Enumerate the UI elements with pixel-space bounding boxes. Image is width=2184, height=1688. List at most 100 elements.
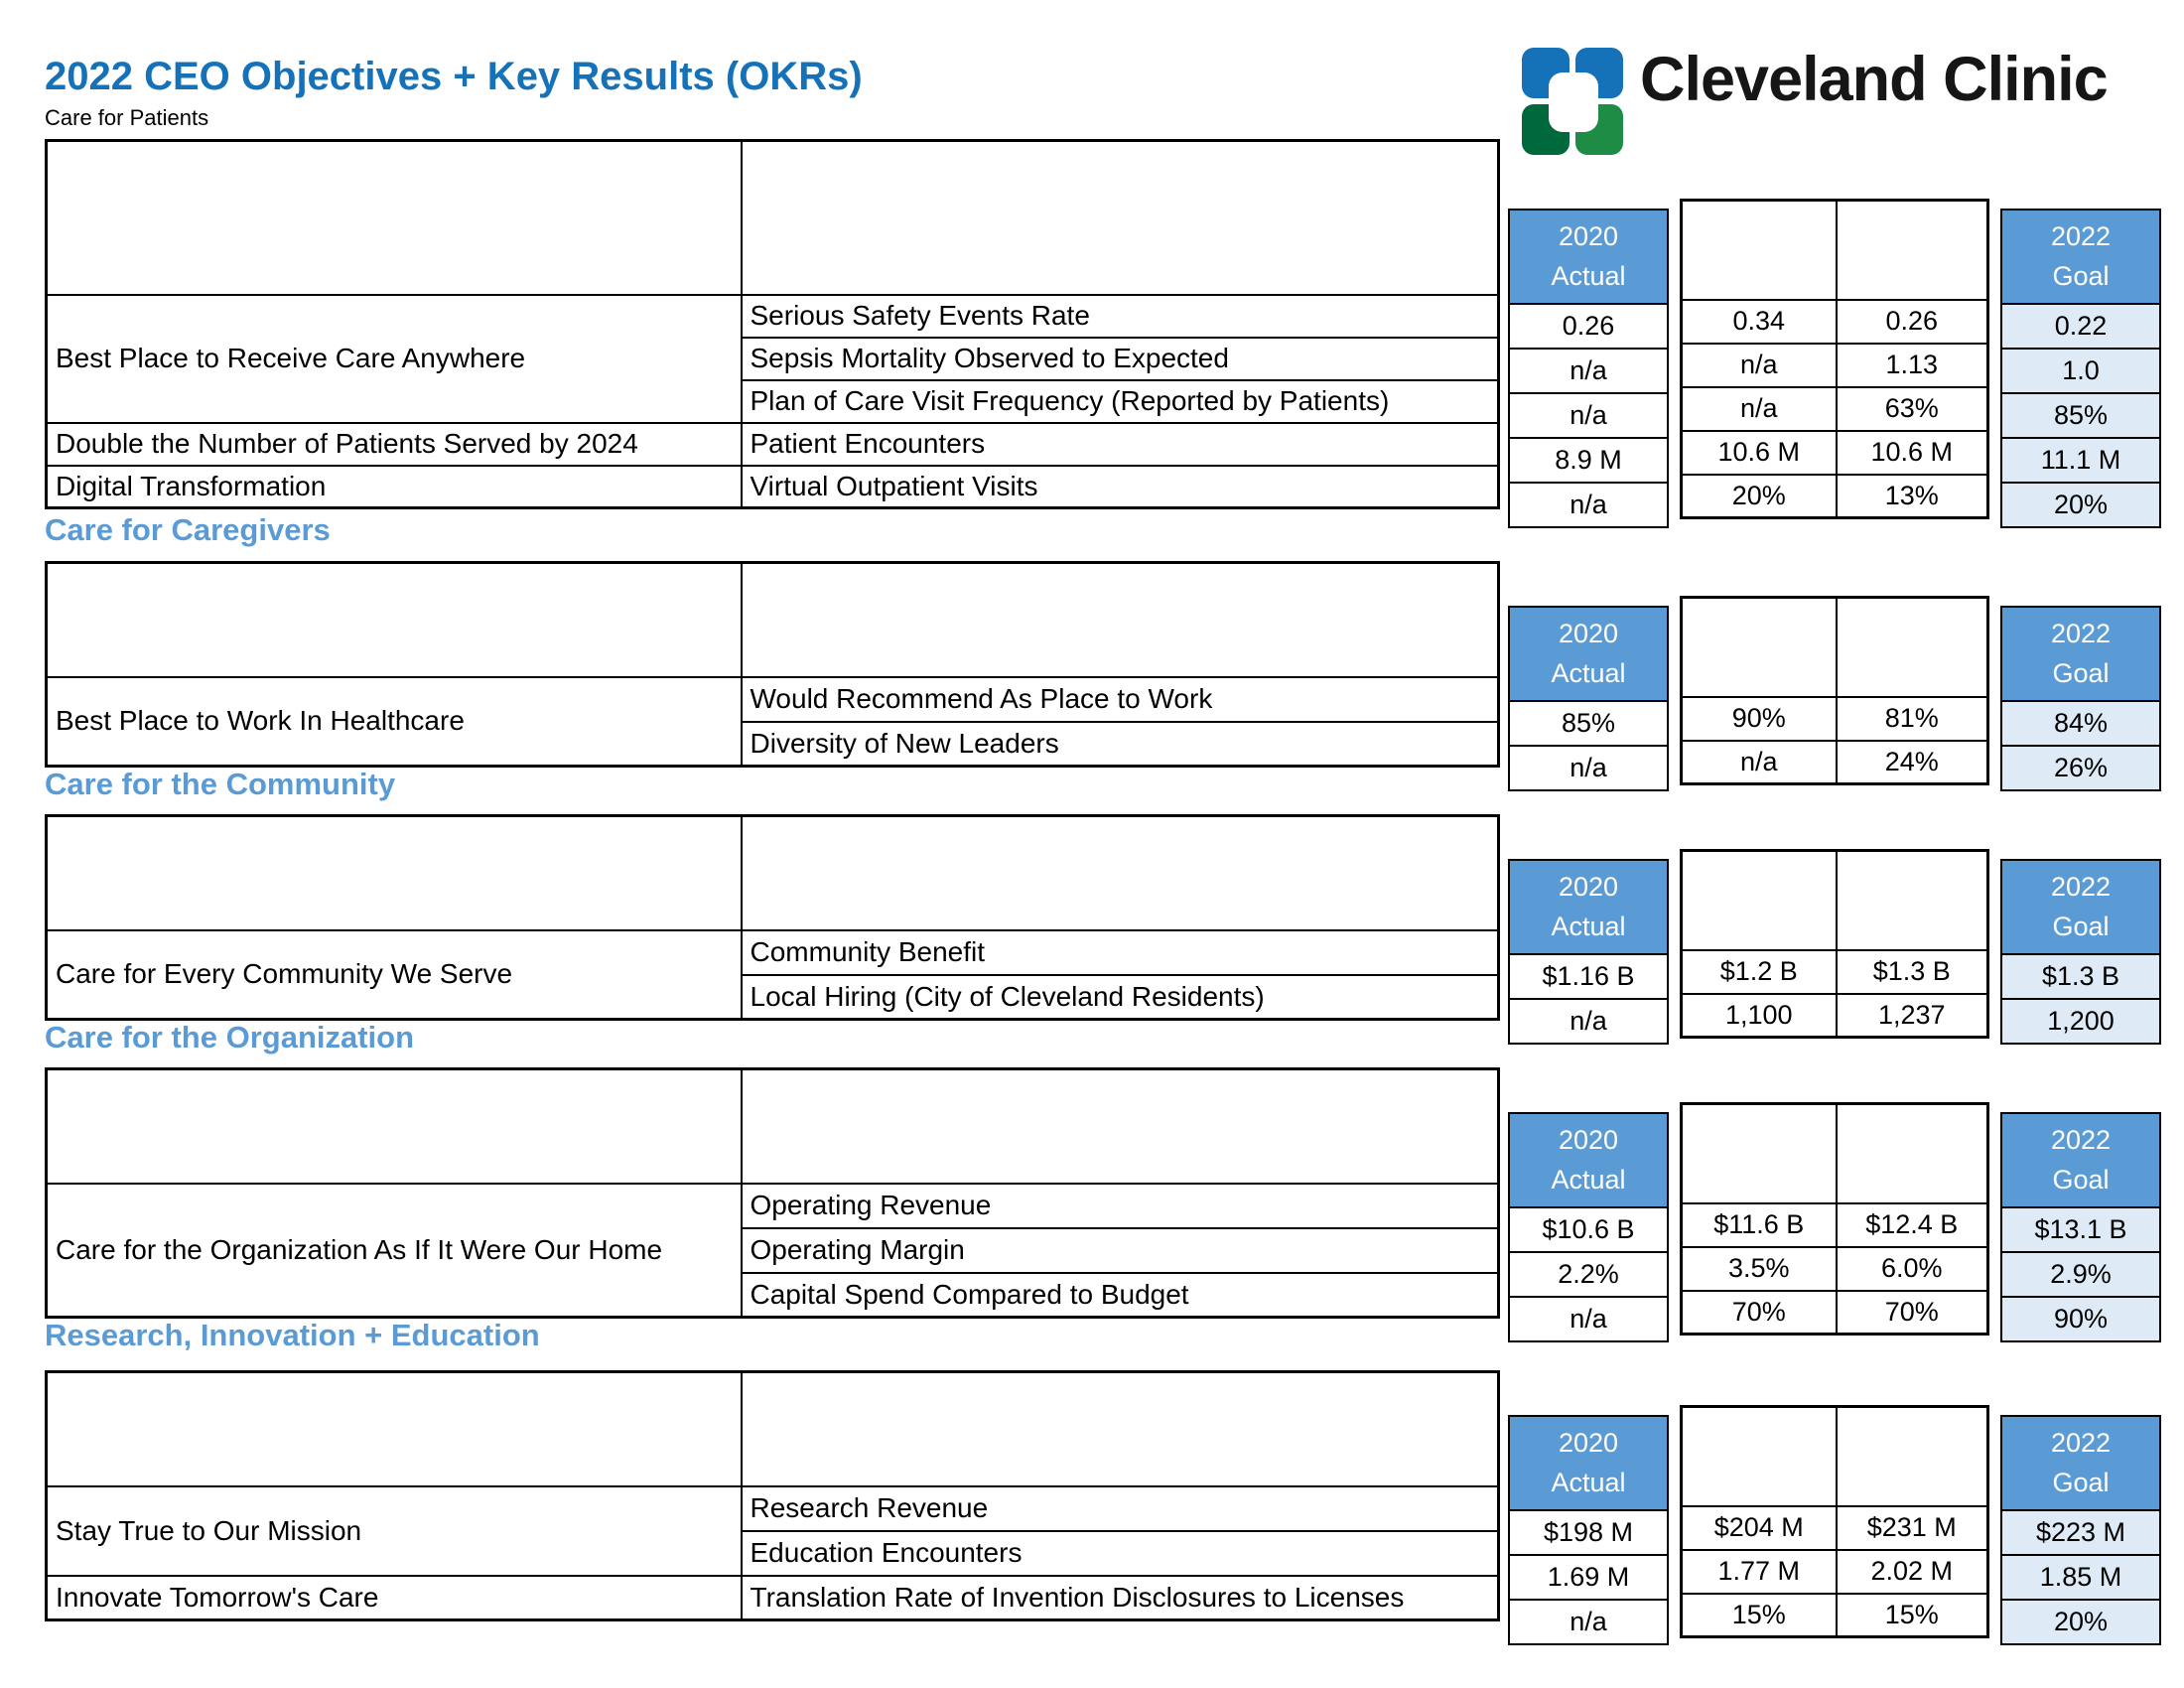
column-header-label: Goal — [2052, 1467, 2110, 1497]
mid-header-spacer-cell — [1835, 1102, 1989, 1204]
actual-value-cell: n/a — [1508, 1296, 1669, 1342]
cleveland-clinic-logo-icon — [1522, 48, 1623, 155]
mid-value-cell: 1.77 M — [1680, 1548, 1838, 1595]
column-header-label: Goal — [2052, 657, 2110, 688]
mid-value-cell: 1.13 — [1835, 342, 1989, 388]
header-spacer-cell — [45, 1067, 743, 1185]
mid-value-cell: n/a — [1680, 739, 1838, 785]
key-result-cell: Community Benefit — [740, 928, 1500, 976]
column-header-2022-goal: 2022 Goal — [2000, 209, 2161, 305]
column-header-2020-actual: 2020 Actual — [1508, 209, 1669, 305]
actual-value-cell: 85% — [1508, 700, 1669, 747]
goal-value-cell: $223 M — [2000, 1509, 2161, 1556]
key-result-cell: Serious Safety Events Rate — [740, 293, 1500, 339]
mid-header-spacer-cell — [1835, 199, 1989, 301]
mid-values-table: 0.34 0.26 n/a 1.13 n/a 63% 10.6 M 10.6 M… — [1680, 199, 1989, 519]
actual-value-cell: n/a — [1508, 348, 1669, 394]
mid-values-table: $1.2 B $1.3 B 1,100 1,237 — [1680, 849, 1989, 1039]
goal-value-cell: 2.9% — [2000, 1251, 2161, 1298]
mid-value-cell: 3.5% — [1680, 1245, 1838, 1292]
mid-value-cell: $1.2 B — [1680, 948, 1838, 995]
actual-value-cell: n/a — [1508, 1599, 1669, 1645]
brand-wordmark: Cleveland Clinic — [1640, 45, 2109, 114]
key-result-cell: Translation Rate of Invention Disclosure… — [740, 1574, 1500, 1621]
mid-value-cell: 15% — [1835, 1592, 1989, 1638]
header-spacer-cell — [740, 139, 1500, 296]
actual-value-cell: 1.69 M — [1508, 1554, 1669, 1601]
mid-value-cell: 0.34 — [1680, 298, 1838, 345]
goal-2022-column: 2022 Goal 0.22 1.0 85% 11.1 M 20% — [2000, 209, 2161, 528]
key-result-cell: Plan of Care Visit Frequency (Reported b… — [740, 378, 1500, 424]
mid-value-cell: $12.4 B — [1835, 1201, 1989, 1248]
section-heading: Research, Innovation + Education — [45, 1318, 540, 1352]
header-spacer-cell — [740, 1067, 1500, 1185]
mid-header-spacer-cell — [1835, 849, 1989, 951]
mid-header-spacer-cell — [1835, 1405, 1989, 1507]
mid-value-cell: $204 M — [1680, 1504, 1838, 1551]
actual-2020-column: 2020 Actual 0.26 n/a n/a 8.9 M n/a — [1508, 209, 1669, 528]
key-result-cell: Virtual Outpatient Visits — [740, 464, 1500, 509]
column-header-year: 2022 — [2050, 619, 2112, 649]
mid-value-cell: 81% — [1835, 695, 1989, 742]
goal-2022-column: 2022 Goal 84% 26% — [2000, 606, 2161, 791]
mid-value-cell: 70% — [1835, 1289, 1989, 1336]
objective-cell: Best Place to Receive Care Anywhere — [45, 293, 743, 424]
column-header-label: Actual — [1551, 1467, 1626, 1497]
goal-value-cell: 1,200 — [2000, 998, 2161, 1045]
section-heading: Care for Caregivers — [45, 512, 331, 547]
column-header-2022-goal: 2022 Goal — [2000, 1112, 2161, 1208]
column-header-year: 2022 — [2050, 221, 2112, 252]
column-header-year: 2022 — [2050, 872, 2112, 903]
mid-header-spacer-cell — [1680, 596, 1838, 698]
mid-value-cell: 24% — [1835, 739, 1989, 785]
mid-values-table: 90% 81% n/a 24% — [1680, 596, 1989, 785]
mid-header-spacer-cell — [1680, 849, 1838, 951]
header-spacer-cell — [45, 139, 743, 296]
header-spacer-cell — [45, 1370, 743, 1487]
header-spacer-cell — [740, 561, 1500, 678]
objective-cell: Digital Transformation — [45, 464, 743, 509]
goal-value-cell: $1.3 B — [2000, 953, 2161, 1000]
column-header-year: 2022 — [2050, 1428, 2112, 1459]
key-result-cell: Would Recommend As Place to Work — [740, 675, 1500, 723]
objective-cell: Double the Number of Patients Served by … — [45, 421, 743, 467]
page-title: 2022 CEO Objectives + Key Results (OKRs) — [45, 55, 863, 98]
column-header-label: Goal — [2052, 1164, 2110, 1195]
mid-value-cell: 13% — [1835, 473, 1989, 519]
column-header-2020-actual: 2020 Actual — [1508, 1415, 1669, 1511]
actual-value-cell: n/a — [1508, 998, 1669, 1045]
okr-table: Stay True to Our Mission Research Revenu… — [45, 1370, 1500, 1621]
logo-center-square — [1549, 72, 1598, 132]
actual-value-cell: 2.2% — [1508, 1251, 1669, 1298]
key-result-cell: Diversity of New Leaders — [740, 720, 1500, 768]
goal-value-cell: 1.0 — [2000, 348, 2161, 394]
mid-value-cell: 10.6 M — [1835, 429, 1989, 476]
mid-value-cell: 90% — [1680, 695, 1838, 742]
column-header-2020-actual: 2020 Actual — [1508, 859, 1669, 955]
actual-value-cell: $198 M — [1508, 1509, 1669, 1556]
goal-2022-column: 2022 Goal $223 M 1.85 M 20% — [2000, 1415, 2161, 1645]
mid-value-cell: 70% — [1680, 1289, 1838, 1336]
mid-value-cell: $231 M — [1835, 1504, 1989, 1551]
mid-value-cell: 1,237 — [1835, 992, 1989, 1039]
objective-cell: Stay True to Our Mission — [45, 1484, 743, 1577]
column-header-year: 2020 — [1558, 1428, 1619, 1459]
column-header-label: Goal — [2052, 260, 2110, 291]
goal-value-cell: 1.85 M — [2000, 1554, 2161, 1601]
actual-value-cell: $10.6 B — [1508, 1206, 1669, 1253]
mid-header-spacer-cell — [1835, 596, 1989, 698]
goal-2022-column: 2022 Goal $1.3 B 1,200 — [2000, 859, 2161, 1045]
actual-value-cell: $1.16 B — [1508, 953, 1669, 1000]
actual-2020-column: 2020 Actual $198 M 1.69 M n/a — [1508, 1415, 1669, 1645]
objective-cell: Best Place to Work In Healthcare — [45, 675, 743, 768]
mid-value-cell: $1.3 B — [1835, 948, 1989, 995]
column-header-2020-actual: 2020 Actual — [1508, 1112, 1669, 1208]
actual-2020-column: 2020 Actual 85% n/a — [1508, 606, 1669, 791]
actual-value-cell: n/a — [1508, 745, 1669, 791]
goal-value-cell: 20% — [2000, 482, 2161, 528]
actual-value-cell: 8.9 M — [1508, 437, 1669, 484]
header-spacer-cell — [45, 814, 743, 931]
column-header-2022-goal: 2022 Goal — [2000, 606, 2161, 702]
column-header-label: Actual — [1551, 911, 1626, 941]
mid-value-cell: 1,100 — [1680, 992, 1838, 1039]
